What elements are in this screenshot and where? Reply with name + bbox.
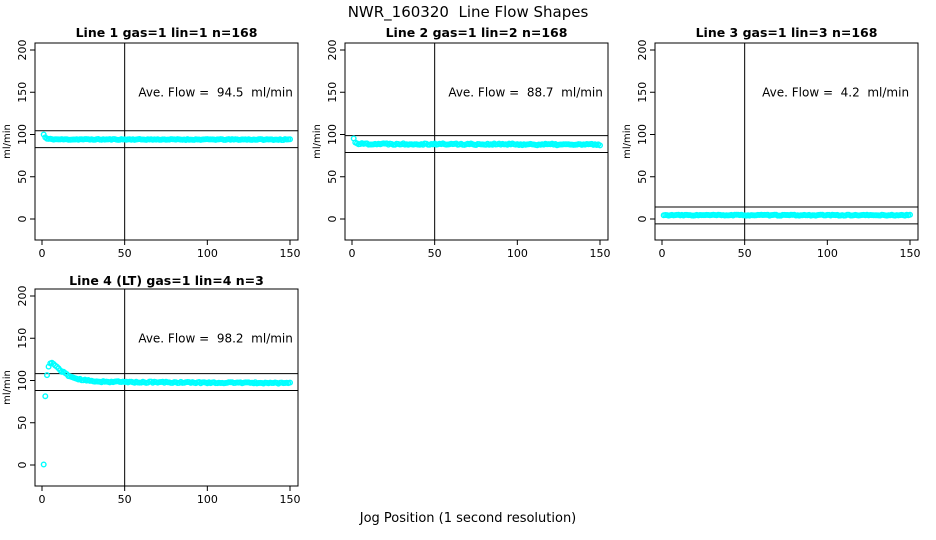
flow-data-points xyxy=(40,359,294,468)
x-tick-label: 150 xyxy=(280,493,301,506)
y-tick-label: 100 xyxy=(16,124,29,145)
plot-line-3-svg: 0 50 100 150 0 50 100 150 200 ml/min Ave. Flow = 4… xyxy=(622,40,921,261)
x-tick-label: 0 xyxy=(39,493,46,506)
ave-flow-annotation: Ave. Flow = 4.2 ml/min xyxy=(762,85,909,99)
y-tick-label: 100 xyxy=(326,124,339,145)
x-tick-label: 150 xyxy=(280,247,301,260)
y-tick-label: 200 xyxy=(326,40,339,61)
x-tick-label: 50 xyxy=(118,493,132,506)
y-axis-label: ml/min xyxy=(2,124,13,159)
flow-data-points xyxy=(40,131,294,143)
x-tick-label: 100 xyxy=(197,247,218,260)
y-tick-label: 50 xyxy=(326,170,339,184)
y-tick-label: 50 xyxy=(16,170,29,184)
ave-flow-annotation: Ave. Flow = 98.2 ml/min xyxy=(138,331,293,345)
plot-line-4-svg: 0 50 100 150 0 50 100 150 200 ml/min Ave. Flow = 9… xyxy=(2,286,301,507)
x-tick-label: 150 xyxy=(590,247,611,260)
y-tick-label: 150 xyxy=(16,82,29,103)
x-tick-label: 100 xyxy=(197,493,218,506)
panel-title-line-1: Line 1 gas=1 lin=1 n=168 xyxy=(75,25,258,40)
y-axis-label: ml/min xyxy=(2,370,13,405)
y-tick-label: 150 xyxy=(16,328,29,349)
y-tick-label: 100 xyxy=(16,370,29,391)
y-tick-label: 0 xyxy=(16,462,29,469)
panel-title-line-2: Line 2 gas=1 lin=2 n=168 xyxy=(385,25,568,40)
y-tick-label: 200 xyxy=(16,40,29,61)
panel-line-3: 0 50 100 150 0 50 100 150 200 ml/min Ave. Flow = 4… xyxy=(620,20,932,272)
x-tick-label: 0 xyxy=(659,247,666,260)
y-tick-label: 200 xyxy=(16,286,29,307)
x-tick-label: 0 xyxy=(39,247,46,260)
panel-title-line-4: Line 4 (LT) gas=1 lin=4 n=3 xyxy=(69,273,264,288)
ave-flow-annotation: Ave. Flow = 88.7 ml/min xyxy=(448,85,603,99)
y-tick-label: 150 xyxy=(326,82,339,103)
x-tick-label: 50 xyxy=(428,247,442,260)
x-tick-label: 100 xyxy=(817,247,838,260)
plot-frame xyxy=(34,42,299,241)
plot-frame xyxy=(34,288,299,487)
panel-line-2: 0 50 100 150 0 50 100 150 200 ml/min Ave. Flow = 8… xyxy=(310,20,622,272)
y-tick-label: 100 xyxy=(636,124,649,145)
flow-data-points xyxy=(350,135,604,149)
y-tick-label: 150 xyxy=(636,82,649,103)
y-tick-label: 0 xyxy=(636,216,649,223)
figure-title: NWR_160320 Line Flow Shapes xyxy=(347,3,589,21)
y-tick-label: 50 xyxy=(16,416,29,430)
x-tick-label: 50 xyxy=(738,247,752,260)
y-axis-label: ml/min xyxy=(622,124,633,159)
x-tick-label: 50 xyxy=(118,247,132,260)
x-tick-label: 0 xyxy=(349,247,356,260)
plot-line-1-svg: 0 50 100 150 0 50 100 150 200 ml/min Ave. Flow = 9… xyxy=(2,40,301,261)
ave-flow-annotation: Ave. Flow = 94.5 ml/min xyxy=(138,85,293,99)
flow-data-points xyxy=(660,211,914,219)
y-tick-label: 200 xyxy=(636,40,649,61)
plot-frame xyxy=(654,42,919,241)
x-tick-label: 150 xyxy=(900,247,921,260)
figure-xlabel: Jog Position (1 second resolution) xyxy=(359,511,577,526)
y-tick-label: 50 xyxy=(636,170,649,184)
plot-frame xyxy=(344,42,609,241)
plot-line-2-svg: 0 50 100 150 0 50 100 150 200 ml/min Ave. Flow = 8… xyxy=(312,40,611,261)
x-tick-label: 100 xyxy=(507,247,528,260)
panel-title-line-3: Line 3 gas=1 lin=3 n=168 xyxy=(695,25,878,40)
panel-line-4: 0 50 100 150 0 50 100 150 200 ml/min Ave. Flow = 9… xyxy=(0,266,312,518)
y-axis-label: ml/min xyxy=(312,124,323,159)
y-tick-label: 0 xyxy=(326,216,339,223)
panel-line-1: 0 50 100 150 0 50 100 150 200 ml/min Ave. Flow = 9… xyxy=(0,20,312,272)
y-tick-label: 0 xyxy=(16,216,29,223)
